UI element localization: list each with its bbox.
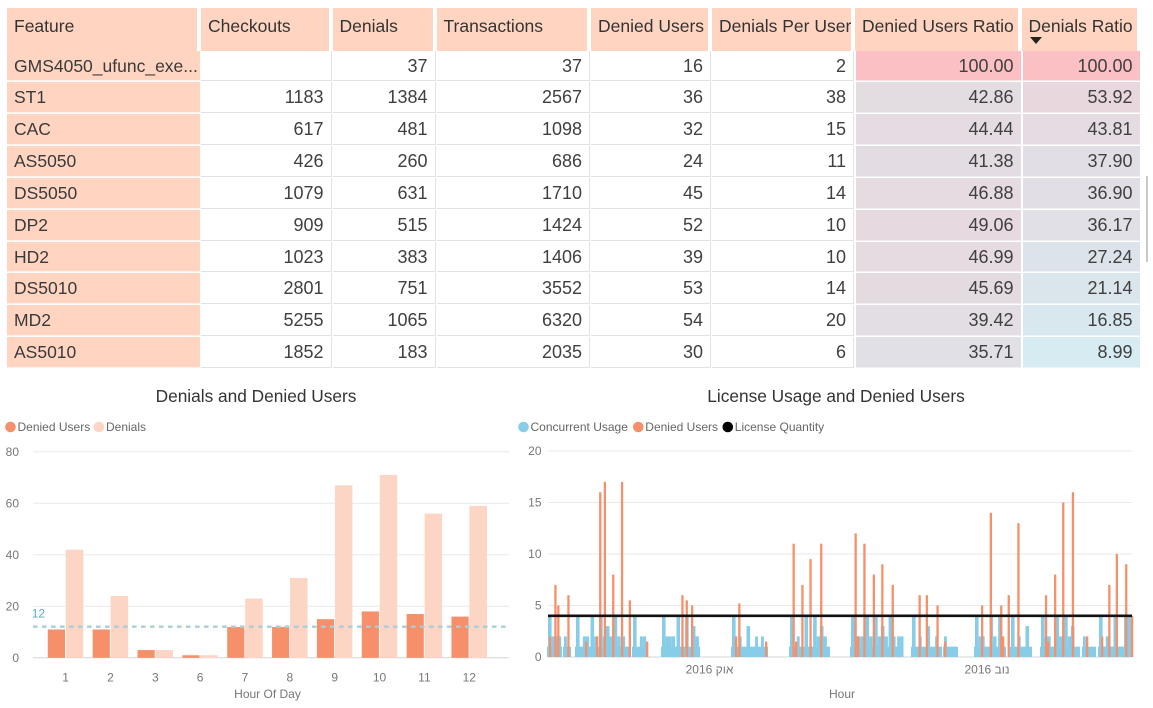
svg-text:Denials: Denials: [106, 420, 146, 434]
svg-text:60: 60: [6, 496, 20, 510]
svg-text:0: 0: [535, 650, 542, 664]
svg-text:0: 0: [12, 651, 19, 665]
svg-text:6: 6: [197, 671, 204, 685]
svg-text:80: 80: [6, 445, 20, 459]
svg-text:40: 40: [6, 548, 20, 562]
svg-text:20: 20: [528, 444, 542, 458]
svg-text:5: 5: [535, 599, 542, 613]
svg-text:12: 12: [32, 607, 46, 621]
svg-text:Denied Users: Denied Users: [18, 420, 91, 434]
svg-text:Concurrent Usage: Concurrent Usage: [531, 420, 629, 434]
svg-text:7: 7: [242, 671, 249, 685]
svg-text:2016 נוב: 2016 נוב: [965, 663, 1010, 677]
svg-text:11: 11: [418, 671, 431, 685]
svg-text:2016 אוק: 2016 אוק: [686, 663, 734, 677]
svg-text:10: 10: [373, 671, 387, 685]
svg-text:15: 15: [528, 496, 542, 510]
svg-text:1: 1: [62, 671, 69, 685]
svg-text:12: 12: [463, 671, 477, 685]
svg-text:2: 2: [107, 671, 114, 685]
svg-text:20: 20: [6, 599, 20, 613]
svg-text:Hour: Hour: [829, 687, 855, 701]
svg-text:9: 9: [331, 671, 338, 685]
svg-text:License Quantity: License Quantity: [735, 420, 824, 434]
svg-text:License Usage and Denied Users: License Usage and Denied Users: [707, 386, 965, 406]
svg-text:3: 3: [152, 671, 159, 685]
svg-text:Denied Users: Denied Users: [645, 420, 718, 434]
svg-text:10: 10: [528, 547, 542, 561]
svg-text:8: 8: [287, 671, 294, 685]
svg-text:Hour Of Day: Hour Of Day: [234, 687, 301, 701]
svg-text:Denials and Denied Users: Denials and Denied Users: [156, 386, 357, 406]
